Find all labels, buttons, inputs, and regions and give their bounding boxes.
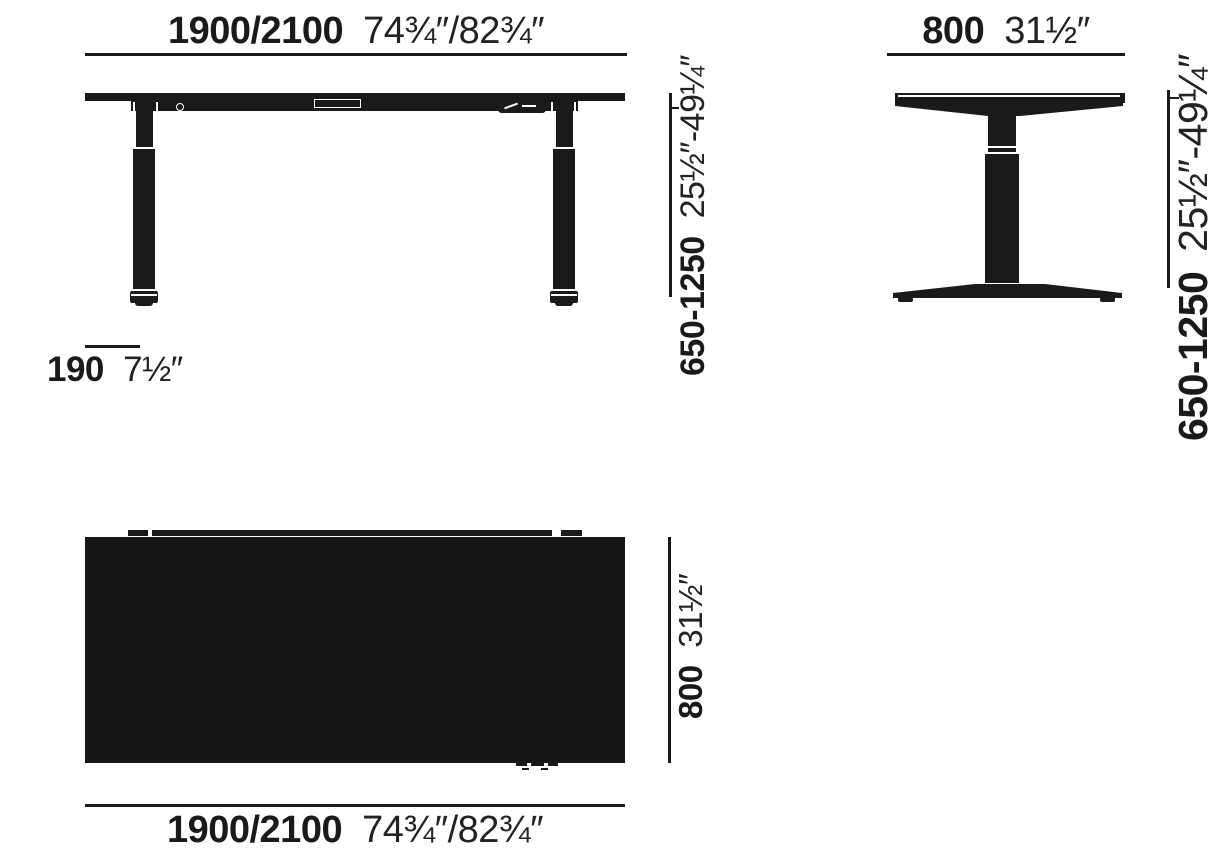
front-left-leg-upper bbox=[136, 111, 153, 147]
plan-frame-bar-segment bbox=[152, 530, 552, 536]
front-right-glide bbox=[555, 303, 573, 306]
plan-width-metric: 1900/2100 bbox=[166, 809, 343, 851]
left-bracket-edge bbox=[133, 102, 135, 111]
front-right-foot bbox=[550, 291, 578, 303]
front-left-foot-highlight bbox=[131, 294, 157, 296]
plan-switch-dash bbox=[548, 763, 558, 766]
cable-tray-outline bbox=[314, 99, 361, 108]
front-right-leg-lower bbox=[553, 149, 575, 289]
front-width-dimension-label: 1900/2100 74¾″/82¾″ bbox=[85, 12, 627, 50]
front-height-metric: 650-1250 bbox=[674, 236, 712, 376]
plan-depth-dimension-label: 800 31½″ bbox=[672, 573, 709, 719]
frame-height-imperial: 7½″ bbox=[123, 350, 183, 389]
front-right-foot-highlight bbox=[551, 294, 577, 296]
side-foot bbox=[893, 284, 1122, 298]
side-height-imperial: 25½″-49¼″ bbox=[1170, 54, 1214, 252]
front-height-dimension-tick bbox=[669, 107, 679, 109]
plan-tabletop-surface bbox=[85, 537, 625, 763]
plan-switch-dash bbox=[522, 768, 529, 770]
plan-width-imperial: 74¾″/82¾″ bbox=[362, 809, 544, 851]
front-height-dimension-label: 650-1250 25½″-49¼″ bbox=[674, 55, 712, 376]
front-tabletop bbox=[85, 93, 625, 101]
plan-switch-dash bbox=[531, 763, 544, 766]
control-pad-mark bbox=[522, 105, 536, 107]
side-column-joint bbox=[988, 148, 1016, 152]
side-glide-left bbox=[898, 297, 913, 302]
height-control-pad bbox=[498, 101, 546, 113]
side-depth-metric: 800 bbox=[922, 10, 985, 52]
right-bracket-edge bbox=[574, 102, 576, 111]
side-height-dimension-line bbox=[1167, 90, 1170, 288]
side-support-beam bbox=[895, 103, 1123, 116]
plan-frame-bar-segment bbox=[561, 530, 582, 536]
front-width-metric: 1900/2100 bbox=[167, 10, 344, 52]
side-tabletop bbox=[895, 93, 1125, 103]
plan-depth-imperial: 31½″ bbox=[672, 573, 709, 648]
side-height-metric: 650-1250 bbox=[1170, 271, 1214, 441]
front-width-imperial: 74¾″/82¾″ bbox=[363, 10, 545, 52]
side-column-upper bbox=[988, 115, 1016, 146]
side-height-dimension-label: 650-1250 25½″-49¼″ bbox=[1170, 54, 1214, 441]
plan-frame-bar-segment bbox=[128, 530, 148, 536]
frame-height-dimension-line bbox=[85, 345, 140, 348]
frame-height-dimension-label: 190 7½″ bbox=[47, 352, 183, 387]
plan-width-dimension-label: 1900/2100 74¾″/82¾″ bbox=[85, 811, 625, 849]
front-left-leg-lower bbox=[133, 149, 155, 289]
frame-height-metric: 190 bbox=[47, 350, 104, 389]
plan-switch-dash bbox=[541, 768, 548, 770]
front-height-imperial: 25½″-49¼″ bbox=[674, 55, 712, 219]
side-tabletop-highlight bbox=[898, 95, 1120, 97]
side-depth-imperial: 31½″ bbox=[1004, 10, 1090, 52]
plan-width-dimension-line bbox=[85, 804, 625, 807]
cable-port-icon bbox=[176, 103, 184, 111]
side-glide-right bbox=[1100, 297, 1115, 302]
front-left-glide bbox=[135, 303, 153, 306]
right-bracket-edge bbox=[551, 102, 553, 111]
front-right-leg-upper bbox=[556, 111, 573, 147]
side-support-and-foot bbox=[893, 103, 1123, 302]
side-depth-dimension-label: 800 31½″ bbox=[887, 12, 1125, 50]
side-foot-highlight bbox=[893, 282, 1122, 293]
front-left-foot bbox=[130, 291, 158, 303]
plan-depth-dimension-line bbox=[668, 537, 671, 763]
control-pad-mark bbox=[504, 102, 518, 109]
side-height-dimension-tick bbox=[1167, 97, 1179, 99]
plan-depth-metric: 800 bbox=[672, 665, 709, 719]
side-column-lower bbox=[985, 154, 1019, 283]
left-bracket-edge bbox=[156, 102, 158, 111]
front-height-dimension-line bbox=[669, 93, 672, 297]
plan-switch-dash bbox=[516, 763, 527, 766]
front-width-dimension-line bbox=[85, 53, 627, 56]
side-depth-dimension-line bbox=[887, 53, 1125, 56]
